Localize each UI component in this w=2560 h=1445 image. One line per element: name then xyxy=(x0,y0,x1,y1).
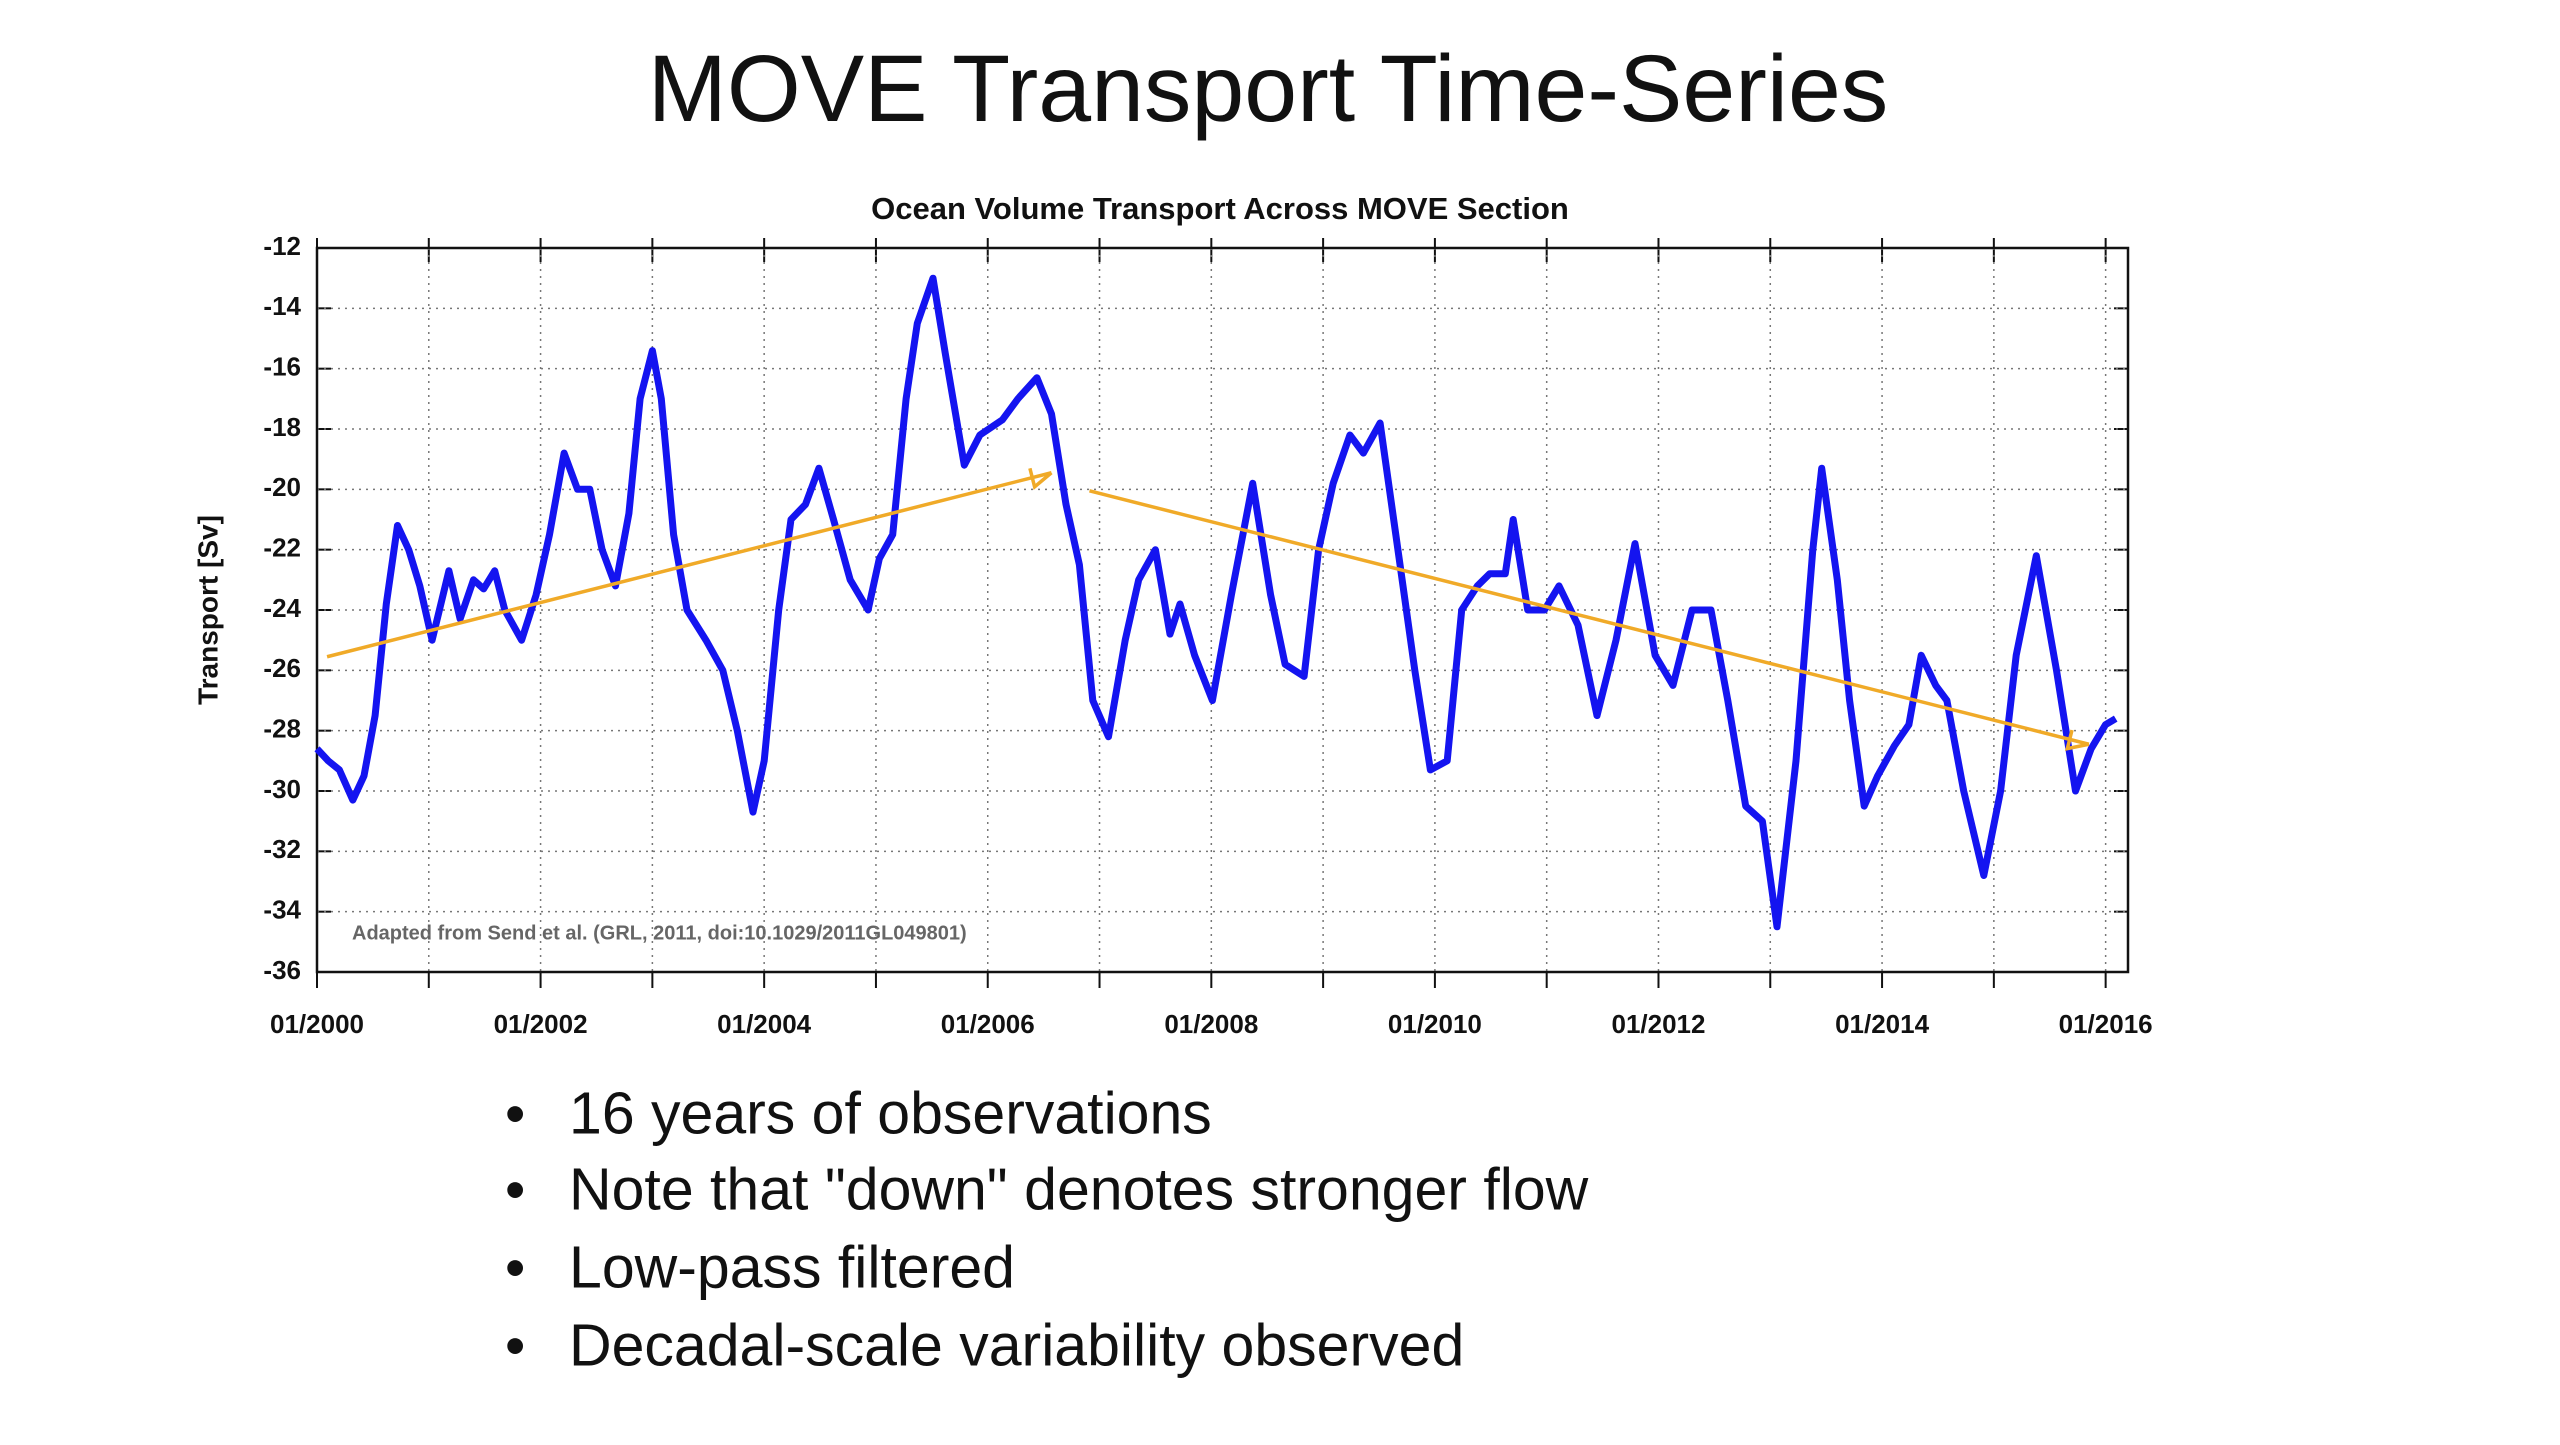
x-tick-label: 01/2010 xyxy=(1388,1009,1482,1039)
trend-arrowhead xyxy=(2064,729,2090,751)
data-line xyxy=(314,274,2118,931)
y-tick-label: -30 xyxy=(263,774,301,804)
y-tick-label: -12 xyxy=(263,231,301,261)
y-tick-label: -28 xyxy=(263,714,301,744)
x-tick-label: 01/2016 xyxy=(2059,1009,2153,1039)
y-tick-label: -34 xyxy=(263,895,301,925)
x-tick-label: 01/2012 xyxy=(1611,1009,1705,1039)
trend-arrowhead xyxy=(1028,467,1053,491)
y-tick-label: -26 xyxy=(263,653,301,683)
bullet-text: Decadal-scale variability observed xyxy=(569,1313,1464,1379)
bullet-dot: • xyxy=(505,1313,525,1378)
plot-frame xyxy=(315,246,2130,974)
y-tick-label: -36 xyxy=(263,955,301,985)
x-tick-label: 01/2004 xyxy=(717,1009,812,1039)
bullet-text: 16 years of observations xyxy=(569,1081,1212,1147)
x-tick-label: 01/2006 xyxy=(941,1009,1035,1039)
y-tick-label: -22 xyxy=(263,533,301,563)
source-note: Adapted from Send et al. (GRL, 2011, doi… xyxy=(352,922,967,944)
x-tick-label: 01/2014 xyxy=(1835,1009,1930,1039)
bullet-text: Note that "down" denotes stronger flow xyxy=(569,1157,1589,1223)
y-tick-label: -32 xyxy=(263,834,301,864)
x-tick-label: 01/2008 xyxy=(1164,1009,1258,1039)
trend-line xyxy=(326,471,1052,659)
y-tick-label: -16 xyxy=(263,352,301,382)
trend-line xyxy=(1089,489,2090,746)
x-tick-label: 01/2002 xyxy=(494,1009,588,1039)
y-tick-label: -20 xyxy=(263,472,301,502)
bullet-text: Low-pass filtered xyxy=(569,1235,1015,1301)
y-tick-label: -24 xyxy=(263,593,301,623)
bullet-dot: • xyxy=(505,1157,525,1222)
bullet-dot: • xyxy=(505,1235,525,1300)
slide-title: MOVE Transport Time-Series xyxy=(648,36,1889,142)
y-tick-label: -14 xyxy=(263,291,301,321)
x-tick-label: 01/2000 xyxy=(270,1009,364,1039)
bullet-dot: • xyxy=(505,1081,525,1146)
y-tick-label: -18 xyxy=(263,412,301,442)
chart-title: Ocean Volume Transport Across MOVE Secti… xyxy=(871,191,1569,226)
y-axis-label: Transport [Sv] xyxy=(192,515,223,705)
